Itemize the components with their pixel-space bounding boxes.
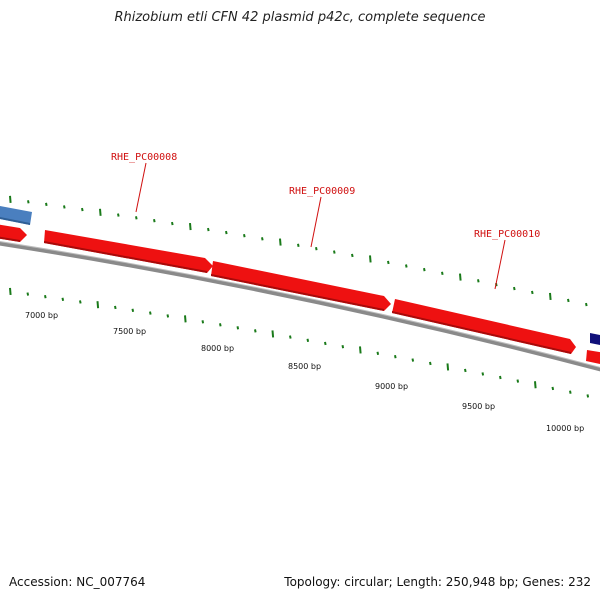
major-tick [96,301,100,309]
minor-tick [586,394,590,398]
major-tick [446,363,450,371]
minor-tick [567,298,570,303]
major-tick [189,222,192,231]
minor-tick [441,271,444,275]
major-tick [279,238,282,246]
topology-summary: Topology: circular; Length: 250,948 bp; … [284,575,591,589]
gene-dark-right[interactable] [590,333,600,346]
minor-tick [114,305,117,310]
upper-tick-row [9,195,588,307]
minor-tick [201,320,205,324]
minor-tick [131,308,135,312]
minor-tick [513,286,516,291]
gene-rhe-pc00010[interactable] [392,299,576,354]
minor-tick [166,314,170,318]
major-tick [369,255,372,263]
minor-tick [324,341,327,346]
minor-tick [207,227,210,232]
minor-tick [219,323,222,327]
scale-label: 8000 bp [201,344,234,353]
major-tick [9,195,12,203]
minor-tick [135,216,138,220]
major-tick [271,330,275,338]
gene-rhe-pc00008[interactable] [44,230,213,273]
minor-tick [254,329,257,333]
minor-tick [27,200,30,204]
minor-tick [376,351,380,355]
scale-label: 7500 bp [113,327,146,336]
minor-tick [261,237,264,241]
minor-tick [341,345,345,349]
minor-tick [585,302,588,307]
gene-red-left[interactable] [0,224,27,242]
major-tick [459,273,462,281]
minor-tick [464,368,467,373]
minor-tick [297,243,300,248]
scale-label: 9500 bp [462,402,495,411]
minor-tick [171,221,174,226]
minor-tick [411,358,415,362]
minor-tick [333,250,336,254]
scale-labels: 7000 bp 7500 bp 8000 bp 8500 bp 9000 bp … [25,311,584,433]
minor-tick [315,246,318,251]
minor-tick [63,205,66,209]
major-tick [534,381,537,389]
map-title: Rhizobium etli CFN 42 plasmid p42c, comp… [114,10,486,25]
minor-tick [481,372,485,376]
minor-tick [516,379,520,383]
minor-tick [117,213,120,217]
scale-label: 7000 bp [25,311,58,320]
plasmid-backbone [0,241,600,372]
minor-tick [26,292,30,296]
minor-tick [531,290,534,295]
minor-tick [289,335,292,339]
minor-tick [394,354,397,359]
gene-label-rhe-pc00010[interactable]: RHE_PC00010 [474,229,540,240]
minor-tick [44,294,47,299]
minor-tick [477,279,480,283]
gene-features [0,205,600,365]
minor-tick [153,218,156,223]
minor-tick [236,326,240,330]
minor-tick [45,202,48,207]
major-tick [359,346,362,354]
minor-tick [225,230,228,235]
minor-tick [243,234,246,238]
minor-tick [429,361,432,366]
minor-tick [306,338,310,342]
scale-label: 10000 bp [546,424,584,433]
minor-tick [61,297,65,301]
major-tick [184,315,187,323]
scale-label: 8500 bp [288,362,321,371]
accession-label: Accession: NC_007764 [9,575,146,589]
major-tick [9,287,12,296]
gene-label-group: RHE_PC00008 RHE_PC00009 RHE_PC00010 [111,152,540,290]
scale-label: 9000 bp [375,382,408,391]
minor-tick [351,253,354,258]
minor-tick [499,375,502,380]
gene-label-rhe-pc00009[interactable]: RHE_PC00009 [289,186,355,197]
minor-tick [149,311,152,315]
gene-red-right[interactable] [586,350,600,365]
minor-tick [569,390,572,394]
minor-tick [387,260,390,265]
lower-tick-row [9,287,590,398]
plasmid-backbone-highlight [0,241,600,368]
gene-rhe-pc00009[interactable] [211,261,391,311]
minor-tick [79,300,82,304]
minor-tick [81,207,84,212]
major-tick [99,208,102,216]
major-tick [549,292,552,301]
minor-tick [423,267,426,272]
minor-tick [551,386,555,391]
gene-label-rhe-pc00008[interactable]: RHE_PC00008 [111,152,177,163]
minor-tick [405,264,408,268]
